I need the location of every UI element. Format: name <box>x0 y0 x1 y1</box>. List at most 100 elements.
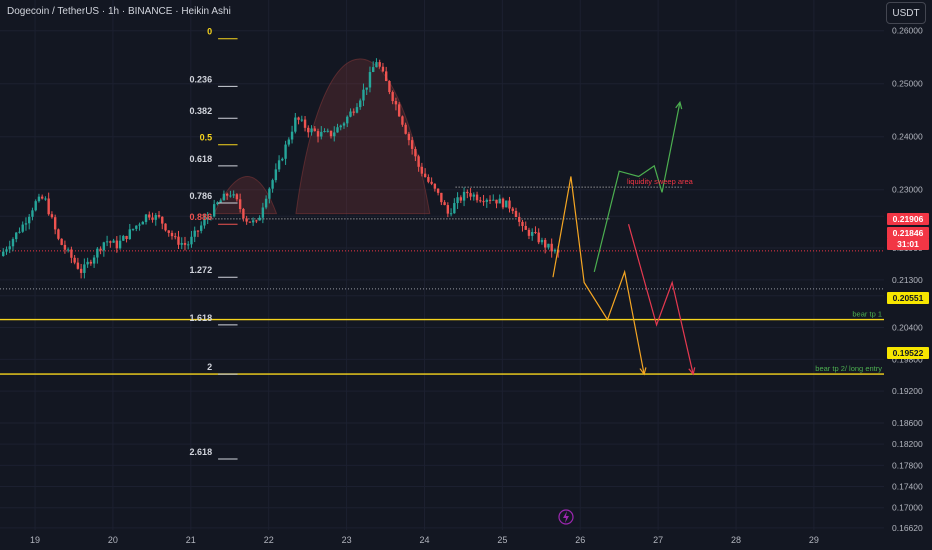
candle-body <box>323 131 326 133</box>
horizontal-lines <box>0 186 884 375</box>
candle-body <box>122 235 125 241</box>
candle-body <box>34 201 37 211</box>
candle-body <box>531 232 534 236</box>
candle-body <box>248 221 252 223</box>
candle-body <box>21 224 24 232</box>
candle-body <box>24 223 28 225</box>
candle-body <box>251 220 255 223</box>
candle-body <box>553 249 557 252</box>
candle-body <box>96 248 99 258</box>
candle-body <box>206 217 209 220</box>
annotation-text: bear tp 1 <box>852 310 882 319</box>
price-tick-label: 0.17000 <box>892 503 923 513</box>
candle-body <box>414 148 417 157</box>
candle-body <box>99 248 102 251</box>
time-tick-label: 21 <box>186 535 196 545</box>
time-tick-label: 27 <box>653 535 663 545</box>
price-label: 0.21846 <box>893 228 924 238</box>
candle-body <box>316 131 320 137</box>
candle-body <box>5 249 8 252</box>
candle-body <box>277 160 281 170</box>
price-tick-label: 0.19800 <box>892 354 923 364</box>
candle-body <box>290 131 294 140</box>
candle-body <box>423 173 427 178</box>
candle-body <box>307 127 310 133</box>
candle-body <box>488 199 492 201</box>
red-projection <box>627 224 694 375</box>
price-axis: 0.260000.250000.240000.230000.225000.219… <box>884 0 932 550</box>
candle-body <box>475 194 479 201</box>
candle-body <box>534 232 537 234</box>
candle-body <box>326 130 329 132</box>
price-tick-label: 0.20400 <box>892 323 923 333</box>
candle-body <box>300 119 304 121</box>
candle-body <box>37 196 41 202</box>
price-tick-label: 0.24000 <box>892 132 923 142</box>
time-tick-label: 29 <box>809 535 819 545</box>
annotation-text: bear tp 2/ long entry <box>815 364 882 373</box>
price-tick-label: 0.19200 <box>892 386 923 396</box>
price-tick-label: 0.21300 <box>892 275 923 285</box>
candle-body <box>466 191 469 194</box>
candle-body <box>453 203 456 214</box>
candle-body <box>527 229 531 236</box>
candle-body <box>245 218 248 222</box>
candle-body <box>433 183 437 189</box>
candle-body <box>258 217 261 221</box>
candle-body <box>138 224 141 226</box>
candle-body <box>222 193 226 201</box>
candle-body <box>485 199 488 202</box>
candle-body <box>148 214 151 218</box>
candle-body <box>349 111 352 117</box>
candle-body <box>219 200 222 203</box>
candle-body <box>73 257 76 263</box>
candle-body <box>514 210 518 218</box>
candle-body <box>268 188 271 199</box>
candle-body <box>28 216 31 224</box>
candle-body <box>47 198 50 215</box>
price-tick-label: 0.26000 <box>892 26 923 36</box>
fib-level-label: 2.618 <box>190 447 213 457</box>
candle-body <box>427 177 430 182</box>
lightning-icon-bolt <box>563 511 569 523</box>
candle-body <box>472 194 476 197</box>
grid <box>0 0 884 530</box>
fib-level-label: 0.886 <box>190 212 213 222</box>
candle-body <box>264 198 268 208</box>
price-label: 0.20551 <box>893 293 924 303</box>
candle-body <box>479 200 482 202</box>
fibonacci-levels: 0 0.236 0.382 0.5 0.618 0.786 0.886 1.272 1.618 2… <box>190 27 238 460</box>
candle-body <box>540 239 544 243</box>
candle-body <box>157 215 161 217</box>
candle-body <box>57 229 60 239</box>
candle-body <box>524 225 527 230</box>
lightning-icon[interactable] <box>558 509 574 525</box>
candle-body <box>76 262 80 269</box>
candle-body <box>440 192 443 203</box>
candle-body <box>310 128 313 133</box>
candle-body <box>430 181 433 184</box>
candle-body <box>40 196 44 199</box>
candle-body <box>271 180 274 189</box>
candle-body <box>15 232 18 240</box>
candle-body <box>118 240 122 249</box>
time-tick-label: 25 <box>497 535 507 545</box>
time-tick-label: 22 <box>264 535 274 545</box>
candle-body <box>459 197 463 201</box>
candle-body <box>391 92 394 102</box>
green-projection <box>593 102 681 273</box>
candle-body <box>417 156 420 167</box>
candle-body <box>359 100 362 108</box>
candle-body <box>86 261 89 265</box>
candle-body <box>381 66 385 72</box>
candle-body <box>44 198 47 200</box>
candle-body <box>521 221 524 226</box>
orange-projection <box>552 176 645 375</box>
candle-body <box>355 107 359 113</box>
currency-button[interactable]: USDT <box>886 2 926 24</box>
time-axis: 19 20 21 22 23 24 25 26 27 28 29 <box>30 535 819 545</box>
candles <box>2 58 560 279</box>
candle-body <box>190 236 193 245</box>
